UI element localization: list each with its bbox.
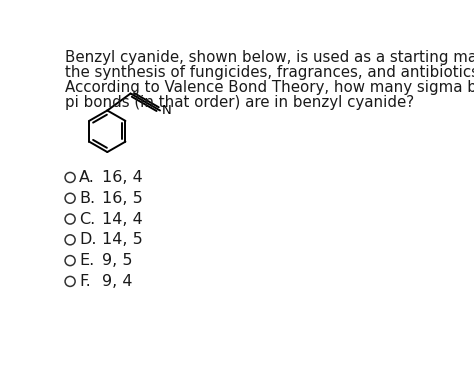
Text: N: N bbox=[162, 104, 171, 117]
Text: 14, 5: 14, 5 bbox=[102, 232, 143, 247]
Text: C.: C. bbox=[79, 211, 95, 227]
Text: 9, 5: 9, 5 bbox=[102, 253, 133, 268]
Text: Benzyl cyanide, shown below, is used as a starting material in: Benzyl cyanide, shown below, is used as … bbox=[64, 50, 474, 66]
Text: B.: B. bbox=[79, 191, 95, 206]
Text: D.: D. bbox=[79, 232, 97, 247]
Text: 16, 4: 16, 4 bbox=[102, 170, 143, 185]
Text: 14, 4: 14, 4 bbox=[102, 211, 143, 227]
Text: F.: F. bbox=[79, 274, 91, 289]
Text: A.: A. bbox=[79, 170, 95, 185]
Text: pi bonds (in that order) are in benzyl cyanide?: pi bonds (in that order) are in benzyl c… bbox=[64, 95, 414, 111]
Text: E.: E. bbox=[79, 253, 94, 268]
Text: According to Valence Bond Theory, how many sigma bonds and: According to Valence Bond Theory, how ma… bbox=[64, 80, 474, 95]
Text: 9, 4: 9, 4 bbox=[102, 274, 133, 289]
Text: the synthesis of fungicides, fragrances, and antibiotics.: the synthesis of fungicides, fragrances,… bbox=[64, 66, 474, 80]
Text: 16, 5: 16, 5 bbox=[102, 191, 143, 206]
